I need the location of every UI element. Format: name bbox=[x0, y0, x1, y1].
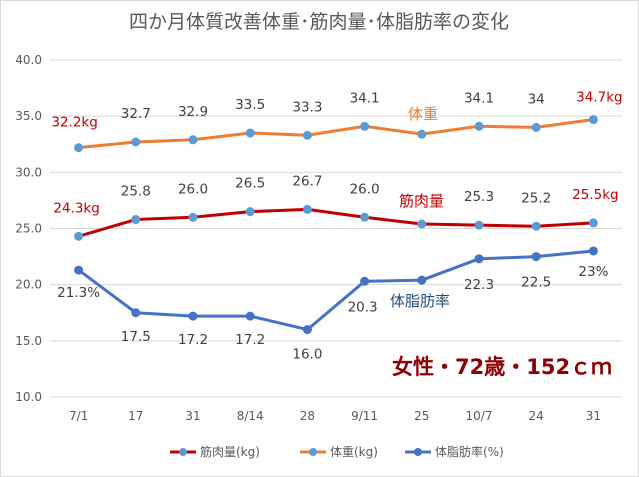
y-tick-label: 25.0 bbox=[15, 222, 42, 236]
gridlines bbox=[50, 59, 622, 398]
x-tick-label: 8/14 bbox=[237, 409, 264, 423]
x-tick-label: 7/1 bbox=[69, 409, 88, 423]
data-label: 25.5kg bbox=[572, 187, 618, 203]
annotation-text: 女性・72歳・152ｃｍ bbox=[392, 355, 612, 379]
data-label: 34 bbox=[528, 91, 545, 107]
data-point bbox=[245, 128, 255, 138]
data-point bbox=[188, 135, 198, 145]
x-tick-label: 25 bbox=[414, 409, 429, 423]
legend-label: 筋肉量(kg) bbox=[200, 444, 260, 459]
data-point bbox=[131, 215, 141, 225]
data-point bbox=[474, 220, 484, 230]
data-label: 22.5 bbox=[521, 275, 551, 291]
data-label: 33.3 bbox=[292, 99, 322, 115]
data-point bbox=[131, 137, 141, 147]
y-tick-label: 30.0 bbox=[15, 165, 42, 179]
legend-marker bbox=[179, 448, 187, 456]
x-tick-label: 9/11 bbox=[351, 409, 378, 423]
data-label: 20.3 bbox=[348, 299, 378, 315]
data-point bbox=[474, 121, 484, 131]
legend-label: 体脂肪率(%) bbox=[435, 444, 504, 459]
data-point bbox=[360, 276, 370, 286]
x-axis: 7/1 17 31 8/14 28 9/11 25 10/7 24 31 bbox=[69, 409, 601, 423]
data-label: 34.1 bbox=[464, 90, 494, 106]
data-label: 24.3kg bbox=[53, 200, 99, 216]
data-label: 23% bbox=[578, 264, 608, 280]
legend: 筋肉量(kg) 体重(kg) 体脂肪率(%) bbox=[170, 444, 504, 459]
legend-marker bbox=[309, 448, 317, 456]
data-point bbox=[74, 265, 84, 275]
data-point bbox=[302, 130, 312, 140]
data-point bbox=[474, 254, 484, 264]
y-axis: 10.0 15.0 20.0 25.0 30.0 35.0 40.0 bbox=[15, 53, 42, 404]
data-labels: 24.3kg 25.8 26.0 26.5 26.7 26.0 25.3 25.2 25.5kg… bbox=[51, 90, 622, 363]
data-label: 32.7 bbox=[121, 106, 151, 122]
data-label: 32.9 bbox=[178, 104, 208, 120]
data-point bbox=[531, 122, 541, 132]
data-point bbox=[131, 308, 141, 318]
data-label: 17.2 bbox=[178, 332, 208, 348]
data-label: 21.3% bbox=[57, 285, 100, 301]
x-tick-label: 17 bbox=[128, 409, 143, 423]
x-tick-label: 31 bbox=[586, 409, 601, 423]
data-point bbox=[302, 325, 312, 335]
data-label: 17.2 bbox=[235, 332, 265, 348]
y-tick-label: 10.0 bbox=[15, 390, 42, 404]
data-point bbox=[74, 143, 84, 153]
data-label: 26.7 bbox=[292, 173, 322, 189]
series-layer bbox=[74, 115, 598, 335]
data-point bbox=[360, 212, 370, 222]
series-line bbox=[77, 249, 594, 332]
data-label: 26.0 bbox=[350, 181, 380, 197]
x-tick-label: 10/7 bbox=[466, 409, 493, 423]
series-line bbox=[78, 118, 594, 150]
x-tick-label: 24 bbox=[529, 409, 544, 423]
series-line bbox=[78, 207, 594, 238]
data-point bbox=[417, 275, 427, 285]
legend-label: 体重(kg) bbox=[330, 445, 378, 459]
data-label: 32.2kg bbox=[51, 115, 97, 131]
data-point bbox=[74, 231, 84, 241]
data-label: 26.0 bbox=[178, 181, 208, 197]
chart-title: 四か月体質改善体重･筋肉量･体脂肪率の変化 bbox=[129, 11, 509, 33]
series-inline-label: 体脂肪率 bbox=[390, 292, 450, 310]
legend-marker bbox=[414, 448, 422, 456]
data-point bbox=[417, 219, 427, 229]
data-label: 26.5 bbox=[235, 176, 265, 192]
x-tick-label: 28 bbox=[300, 409, 315, 423]
data-label: 25.8 bbox=[121, 184, 151, 200]
data-label: 33.5 bbox=[235, 97, 265, 113]
data-point bbox=[531, 252, 541, 262]
x-tick-label: 31 bbox=[185, 409, 200, 423]
series-inline-label: 筋肉量 bbox=[399, 192, 444, 210]
data-label: 22.3 bbox=[464, 277, 494, 293]
data-point bbox=[588, 218, 598, 228]
data-point bbox=[360, 121, 370, 131]
data-point bbox=[245, 207, 255, 217]
data-point bbox=[417, 129, 427, 139]
data-point bbox=[302, 204, 312, 214]
data-point bbox=[188, 212, 198, 222]
y-tick-label: 40.0 bbox=[15, 53, 42, 67]
data-label: 17.5 bbox=[121, 329, 151, 345]
data-label: 34.7kg bbox=[576, 90, 622, 106]
data-point bbox=[531, 221, 541, 231]
y-tick-label: 15.0 bbox=[15, 334, 42, 348]
data-label: 25.2 bbox=[521, 190, 551, 206]
y-tick-label: 20.0 bbox=[15, 278, 42, 292]
data-label: 16.0 bbox=[292, 347, 322, 363]
data-point bbox=[188, 311, 198, 321]
data-label: 25.3 bbox=[464, 189, 494, 205]
y-tick-label: 35.0 bbox=[15, 109, 42, 123]
series-inline-label: 体重 bbox=[408, 105, 438, 123]
data-point bbox=[245, 311, 255, 321]
data-label: 34.1 bbox=[350, 90, 380, 106]
data-point bbox=[588, 115, 598, 125]
data-point bbox=[588, 246, 598, 256]
